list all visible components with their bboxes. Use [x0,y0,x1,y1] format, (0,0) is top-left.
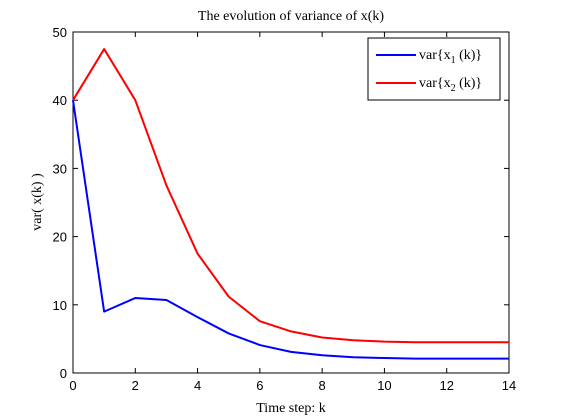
y-tick-label-3: 30 [53,161,67,176]
series-line-2 [72,48,509,344]
axis-ticks: 0 2 4 6 8 10 12 14 0 10 20 30 40 50 [53,25,517,393]
y-tick-label-2: 20 [53,230,67,245]
x-tick-label-2: 4 [194,378,201,393]
x-tick-label-6: 12 [439,378,453,393]
legend-entry-series-2: var{x2 (k)} [419,76,482,94]
legend: var{x1 (k)} var{x2 (k)} [367,37,501,101]
x-tick-label-4: 8 [319,378,326,393]
x-tick-label-0: 0 [69,378,76,393]
y-tick-label-5: 50 [53,25,67,40]
series-line-1 [72,100,509,360]
y-tick-label-1: 10 [53,298,67,313]
x-tick-label-1: 2 [132,378,139,393]
legend-entry-series-1: var{x1 (k)} [419,48,482,66]
series-lines [72,48,509,360]
x-tick-label-5: 10 [377,378,391,393]
x-tick-label-3: 6 [256,378,263,393]
y-axis-label: var( x(k) ) [30,173,45,231]
x-axis-label: Time step: k [256,401,326,416]
legend-box [367,37,501,101]
x-tick-label-7: 14 [502,378,516,393]
chart-title: The evolution of variance of x(k) [198,9,385,24]
y-tick-label-4: 40 [53,93,67,108]
y-tick-label-0: 0 [60,366,67,381]
